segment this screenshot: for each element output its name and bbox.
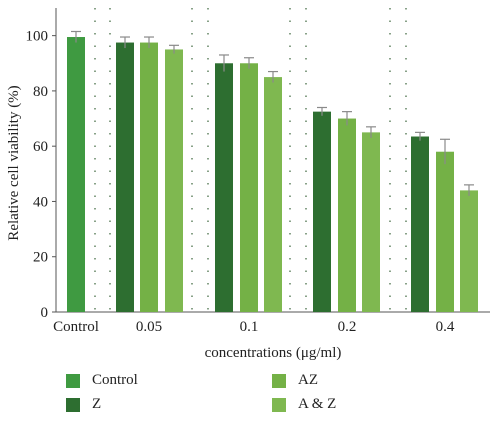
x-tick-label: 0.4 (436, 319, 455, 335)
bars-layer (67, 30, 478, 313)
legend-label-z: Z (92, 396, 102, 412)
bar-z-0.05 (116, 42, 134, 312)
y-tick-label: 20 (33, 250, 48, 266)
legend-item-az: AZ (272, 372, 318, 389)
y-tick-label: 40 (33, 194, 48, 210)
legend-swatch-control (66, 373, 80, 388)
grid-layer (94, 8, 407, 312)
bar-control-Control (67, 37, 85, 312)
bar-z-0.4 (411, 136, 429, 312)
x-tick-labels: Control 0.05 0.1 0.2 0.4 (53, 319, 455, 335)
legend-item-z: Z (66, 396, 101, 413)
x-tick-label: Control (53, 319, 99, 335)
bar-a-z-0.05 (165, 49, 183, 313)
legend-label-control: Control (92, 372, 138, 388)
y-tick-labels: 0 20 40 60 80 100 (26, 29, 56, 321)
y-tick-label: 80 (33, 84, 48, 100)
y-tick-label: 60 (33, 139, 48, 155)
bar-az-0.1 (240, 63, 258, 312)
bar-z-0.2 (313, 111, 331, 313)
legend-swatch-a-and-z (272, 397, 286, 412)
legend: Control Z AZ A & Z (66, 372, 486, 422)
legend-label-a-and-z: A & Z (298, 396, 337, 412)
bar-az-0.2 (338, 118, 356, 312)
x-axis-title: concentrations (μg/ml) (205, 345, 342, 361)
y-tick-label: 0 (41, 305, 49, 321)
x-tick-label: 0.05 (136, 319, 162, 335)
x-tick-label: 0.2 (338, 319, 357, 335)
legend-label-az: AZ (298, 372, 318, 388)
bar-a-z-0.1 (264, 77, 282, 312)
bar-z-0.1 (215, 63, 233, 312)
legend-item-control: Control (66, 372, 138, 389)
legend-item-a-and-z: A & Z (272, 396, 336, 413)
legend-swatch-z (66, 397, 80, 412)
bar-a-z-0.4 (460, 190, 478, 312)
y-tick-label: 100 (26, 29, 49, 45)
x-tick-label: 0.1 (240, 319, 259, 335)
bar-az-0.4 (436, 151, 454, 312)
legend-swatch-az (272, 373, 286, 388)
bar-az-0.05 (140, 42, 158, 312)
y-axis-title: Relative cell viability (%) (6, 85, 22, 240)
bar-chart: 0 20 40 60 80 100 Control 0.05 0.1 0.2 0.4 Relati… (6, 8, 490, 361)
bar-a-z-0.2 (362, 132, 380, 312)
